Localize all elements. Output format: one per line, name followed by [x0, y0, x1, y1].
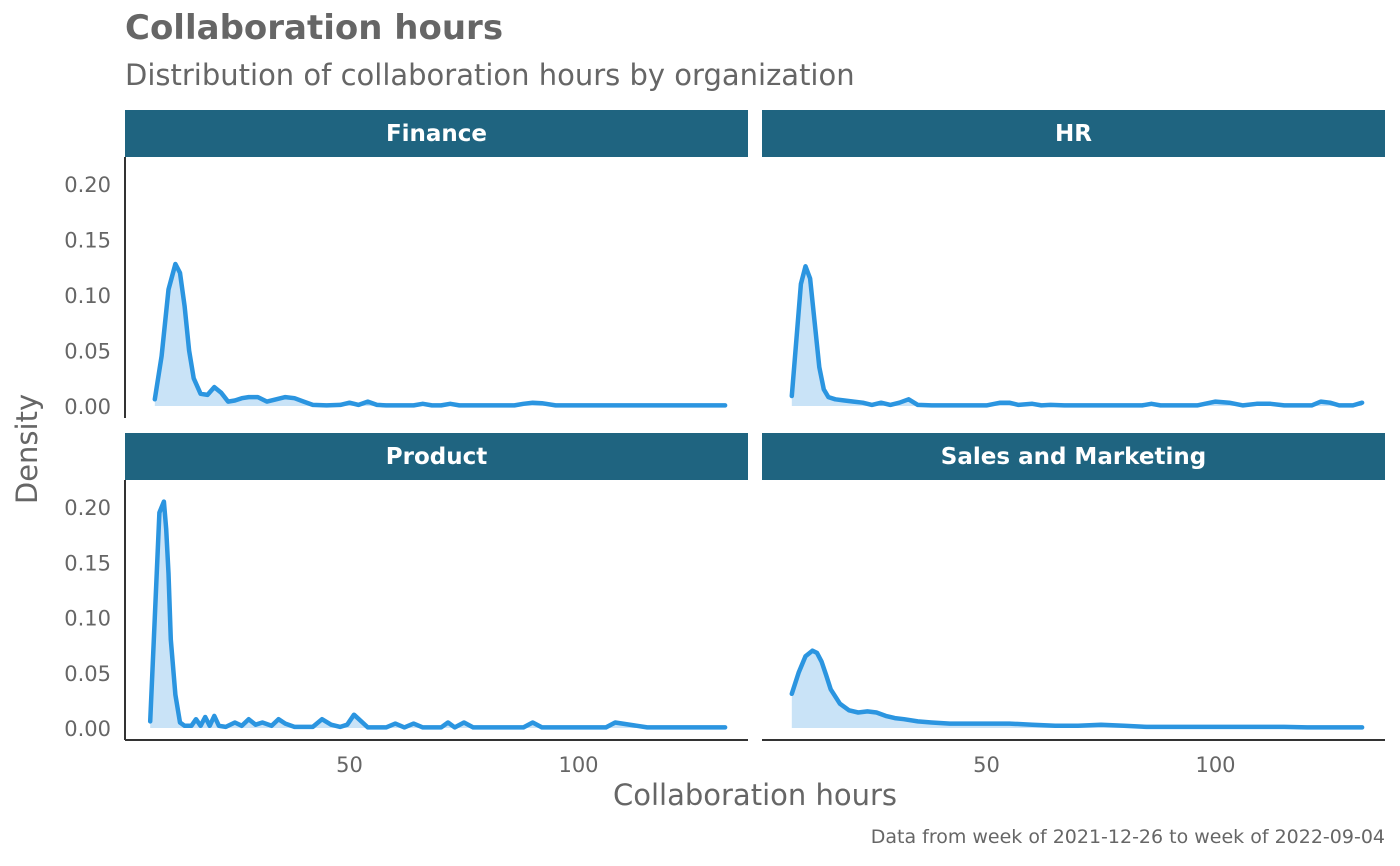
y-tick-label: 0.10 [64, 284, 111, 308]
y-tick-label: 0.05 [64, 662, 111, 686]
facet-strip-product: Product [125, 433, 748, 480]
y-tick-label: 0.00 [64, 395, 111, 419]
density-line-hr [789, 264, 1365, 408]
x-tick-label: 100 [1195, 753, 1235, 777]
x-axis-label: Collaboration hours [612, 778, 898, 812]
x-tick-label: 100 [558, 753, 598, 777]
y-axis-label: Density [10, 393, 44, 505]
y-tick-label: 0.05 [64, 340, 111, 364]
chart-title: Collaboration hours [125, 8, 504, 48]
facet-strip-sales-and-marketing: Sales and Marketing [762, 433, 1385, 480]
density-line-sales-and-marketing [789, 648, 1365, 730]
y-tick-label: 0.20 [64, 496, 111, 520]
density-area-hr [791, 266, 1363, 406]
facet-strip-hr: HR [762, 110, 1385, 157]
density-area-finance [154, 264, 726, 406]
y-tick-label: 0.15 [64, 551, 111, 575]
y-tick-label: 0.00 [64, 717, 111, 741]
y-tick-label: 0.10 [64, 607, 111, 631]
y-tick-label: 0.15 [64, 229, 111, 253]
y-tick-label: 0.20 [64, 173, 111, 197]
facet-strip-finance: Finance [125, 110, 748, 157]
chart-subtitle: Distribution of collaboration hours by o… [125, 58, 855, 92]
density-line-product [147, 499, 728, 730]
chart-caption: Data from week of 2021-12-26 to week of … [870, 826, 1385, 848]
x-tick-label: 50 [973, 753, 1000, 777]
density-area-product [150, 501, 726, 728]
density-line-finance [152, 261, 728, 408]
x-tick-label: 50 [336, 753, 363, 777]
density-area-sales-and-marketing [791, 650, 1363, 728]
